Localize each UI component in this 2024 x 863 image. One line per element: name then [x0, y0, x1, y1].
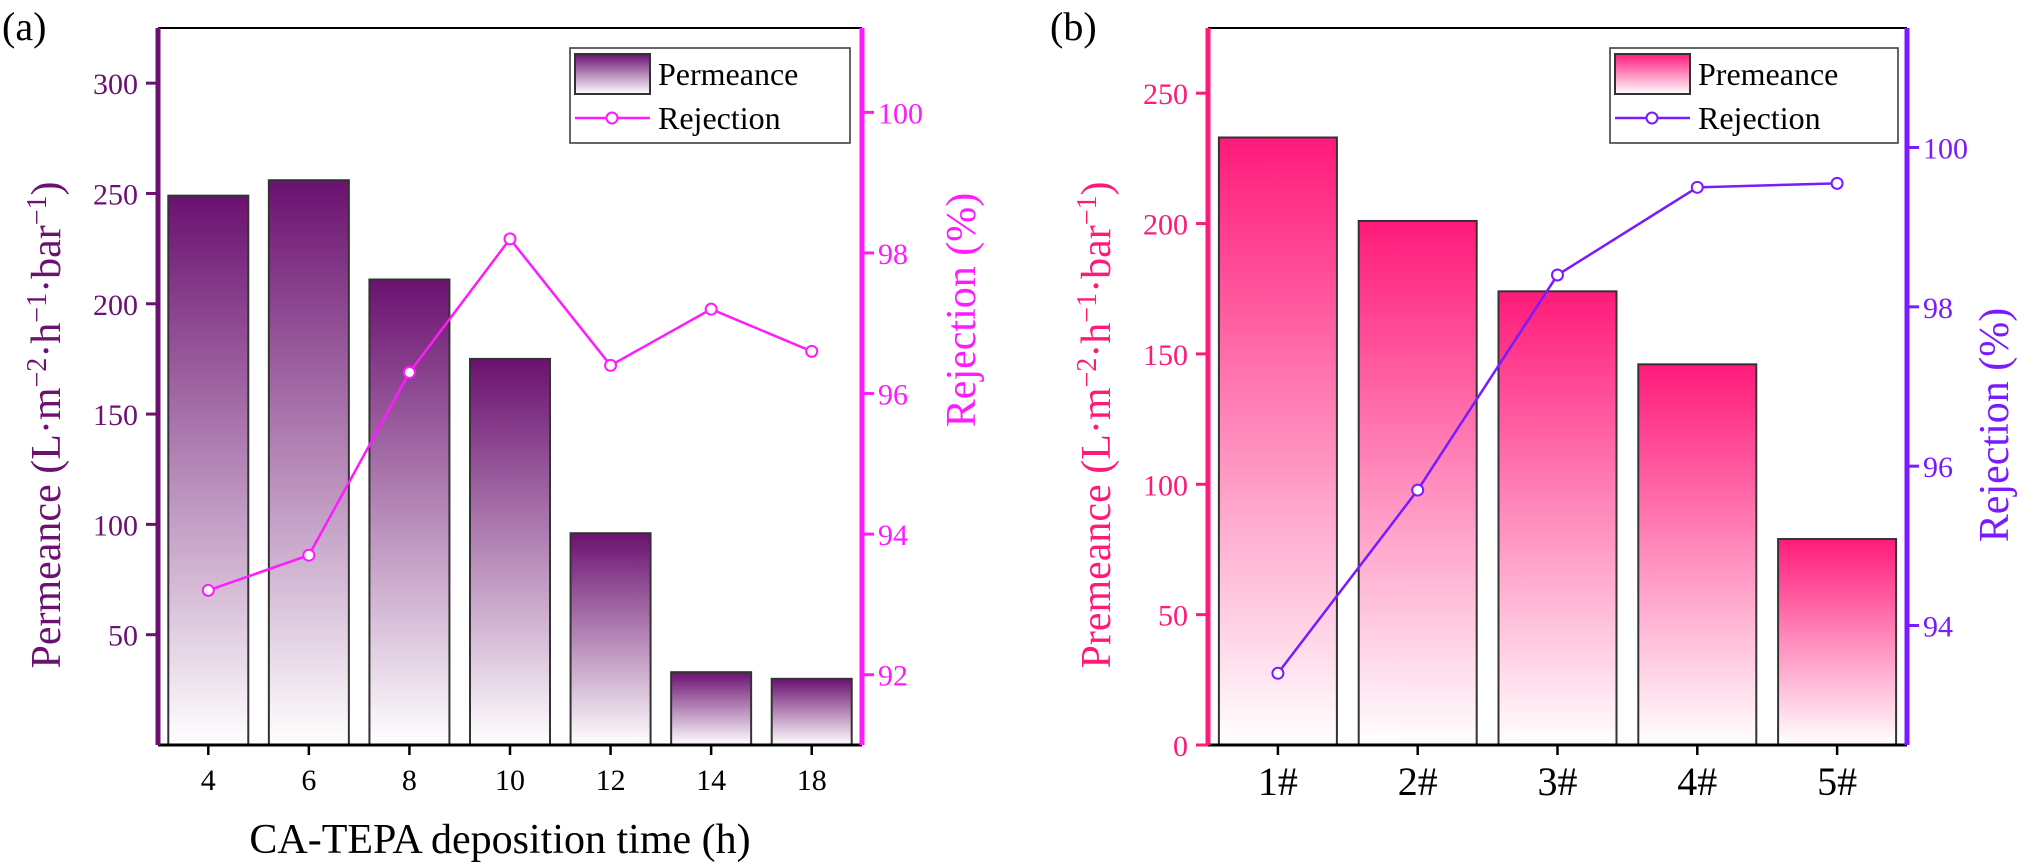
x-tick-label: 4	[201, 764, 216, 797]
x-tick-label: 2#	[1398, 759, 1438, 804]
rejection-point-18	[805, 344, 819, 358]
x-tick-label: 18	[797, 764, 827, 797]
x-tick-label: 12	[596, 764, 626, 797]
y-tick-label: 150	[93, 399, 138, 432]
panel-b-y-axis-title: Premeance (L·m−2·h−1·bar−1)	[1072, 181, 1120, 668]
rejection-point-12	[604, 358, 618, 372]
rejection-point-6	[302, 548, 316, 562]
rejection-point-10	[503, 232, 517, 246]
bar-6	[267, 179, 350, 746]
y2-tick-label: 100	[1923, 133, 1968, 166]
legend-bar-label: Permeance	[658, 56, 798, 92]
bar-18	[770, 677, 853, 746]
bar-3#	[1497, 290, 1618, 746]
panel-a-label: (a)	[2, 4, 46, 49]
y-tick-label: 150	[1143, 339, 1188, 372]
panel-a-y2-axis-title: Rejection (%)	[939, 193, 985, 427]
panel-a: (a) CA-TEPA deposition time (h) Permeanc…	[2, 4, 985, 863]
y2-tick-label: 92	[878, 660, 908, 693]
y2-tick-label: 98	[878, 238, 908, 271]
y-tick-label: 250	[93, 178, 138, 211]
y-tick-label: 200	[93, 289, 138, 322]
legend-line-marker	[605, 111, 619, 125]
y2-tick-label: 94	[1923, 611, 1953, 644]
x-tick-label: 5#	[1817, 759, 1857, 804]
legend-bar-label: Premeance	[1698, 56, 1838, 92]
y-tick-label: 100	[1143, 469, 1188, 502]
bar-1#	[1217, 136, 1338, 747]
rejection-point-2#	[1411, 483, 1425, 497]
legend-line-label: Rejection	[658, 100, 781, 136]
y-tick-label: 100	[93, 509, 138, 542]
y2-tick-label: 96	[878, 379, 908, 412]
bar-10	[469, 357, 551, 746]
rejection-point-1#	[1271, 666, 1285, 680]
y2-tick-label: 98	[1923, 292, 1953, 325]
y-tick-label: 200	[1143, 209, 1188, 242]
x-tick-label: 14	[696, 764, 726, 797]
y-tick-label: 50	[108, 620, 138, 653]
y2-tick-label: 94	[878, 519, 908, 552]
rejection-point-4	[201, 583, 215, 597]
rejection-point-5#	[1830, 176, 1844, 190]
bar-8	[368, 278, 451, 746]
bar-4	[167, 194, 250, 747]
rejection-point-14	[704, 302, 718, 316]
rejection-point-3#	[1551, 268, 1564, 282]
y-tick-label: 0	[1173, 730, 1188, 763]
bar-14	[670, 671, 753, 746]
panel-b: (b) Premeance (L·m−2·h−1·bar−1) Rejectio…	[1050, 4, 2018, 804]
bar-4#	[1637, 363, 1758, 746]
y2-tick-label: 100	[878, 97, 923, 130]
x-tick-label: 1#	[1258, 759, 1298, 804]
legend-bar-swatch	[1614, 53, 1691, 95]
legend-line-label: Rejection	[1698, 100, 1821, 136]
rejection-point-4#	[1690, 180, 1704, 194]
x-tick-label: 8	[402, 764, 417, 797]
panel-a-x-axis-title: CA-TEPA deposition time (h)	[249, 817, 750, 863]
y2-tick-label: 96	[1923, 451, 1953, 484]
x-tick-label: 10	[495, 764, 525, 797]
y-tick-label: 250	[1143, 78, 1188, 111]
y-tick-label: 300	[93, 68, 138, 101]
legend-bar-swatch	[574, 53, 651, 95]
panel-a-y-axis-title: Permeance (L·m−2·h−1·bar−1)	[22, 181, 70, 668]
bar-2#	[1357, 219, 1478, 747]
panel-b-y2-axis-title: Rejection (%)	[1972, 308, 2018, 542]
bar-12	[569, 532, 652, 746]
y-tick-label: 50	[1158, 600, 1188, 633]
x-tick-label: 4#	[1677, 759, 1717, 804]
legend-line-marker	[1645, 111, 1659, 125]
x-tick-label: 3#	[1538, 759, 1578, 804]
rejection-point-8	[402, 365, 416, 379]
panel-b-label: (b)	[1050, 4, 1097, 49]
bar-5#	[1777, 538, 1898, 746]
x-tick-label: 6	[301, 764, 316, 797]
